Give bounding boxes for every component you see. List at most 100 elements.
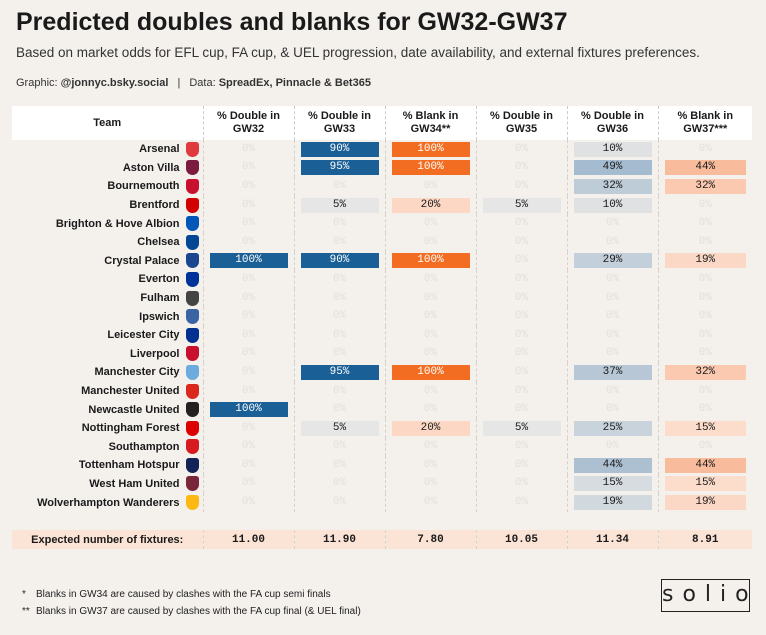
- blank-probability-mark: 0%: [698, 384, 712, 397]
- blank-probability-mark: 0%: [423, 347, 438, 360]
- value-cell: 0%: [657, 214, 752, 233]
- footer-row: Expected number of fixtures: 11.00 11.90…: [12, 530, 752, 550]
- double-probability-mark: 0%: [241, 347, 256, 360]
- value-cell: 15%: [566, 474, 658, 494]
- team-crest-icon: [185, 346, 199, 362]
- value-cell: 0%: [384, 344, 476, 364]
- table-row: Southampton 0% 0% 0% 0% 0% 0%: [12, 437, 752, 457]
- double-probability-mark: 0%: [605, 403, 620, 416]
- double-probability-mark: 0%: [241, 328, 256, 341]
- double-probability-mark: 0%: [332, 179, 347, 192]
- team-name: Ipswich: [139, 310, 180, 323]
- value-cell: 44%: [566, 456, 658, 475]
- table-row: Nottingham Forest 0% 5% 20% 5% 25% 15%: [12, 418, 752, 438]
- blank-probability-mark: 0%: [698, 440, 712, 453]
- double-probability-mark: 0%: [241, 217, 256, 230]
- team-name: Arsenal: [139, 143, 180, 156]
- value-cell: 0%: [384, 437, 476, 457]
- value-cell: 0%: [293, 474, 385, 494]
- double-probability-mark: 0%: [332, 458, 347, 471]
- team-name: Manchester United: [81, 385, 180, 398]
- table-row: Brighton & Hove Albion 0% 0% 0% 0% 0% 0%: [12, 214, 752, 233]
- double-probability-mark: 100%: [209, 253, 288, 269]
- team-crest-icon: [185, 364, 199, 380]
- team-name: Wolverhampton Wanderers: [37, 496, 180, 509]
- value-cell: 0%: [475, 140, 567, 159]
- spacer-row: [12, 512, 752, 531]
- value-cell: 20%: [384, 195, 476, 215]
- value-cell: 0%: [657, 400, 752, 419]
- team-crest-icon: [185, 234, 199, 250]
- col-header-b34: % Blank in GW34**: [384, 106, 476, 140]
- value-cell: 0%: [202, 456, 294, 475]
- value-cell: 0%: [384, 381, 476, 401]
- value-cell: 0%: [293, 307, 385, 326]
- value-cell: 15%: [657, 474, 752, 494]
- value-cell: 0%: [202, 177, 294, 196]
- team-crest-icon: [185, 476, 199, 492]
- double-probability-mark: 0%: [332, 235, 347, 248]
- value-cell: 0%: [293, 493, 385, 512]
- value-cell: 0%: [202, 493, 294, 512]
- blank-probability-mark: 0%: [423, 179, 438, 192]
- value-cell: 95%: [293, 363, 385, 382]
- value-cell: 0%: [475, 158, 567, 178]
- col-header-d32: % Double in GW32: [202, 106, 294, 140]
- value-cell: 100%: [384, 158, 476, 178]
- double-probability-mark: 0%: [241, 421, 256, 434]
- value-cell: 49%: [566, 158, 658, 178]
- team-cell: Newcastle United: [12, 400, 203, 419]
- team-crest-icon: [185, 197, 199, 213]
- double-probability-mark: 25%: [573, 420, 652, 436]
- blank-probability-mark: 0%: [423, 384, 438, 397]
- value-cell: 0%: [657, 288, 752, 308]
- team-crest-icon: [185, 216, 199, 232]
- team-name: Fulham: [140, 292, 180, 305]
- value-cell: 0%: [475, 493, 567, 512]
- team-name: Liverpool: [129, 347, 180, 360]
- value-cell: 29%: [566, 251, 658, 271]
- double-probability-mark: 0%: [514, 254, 529, 267]
- value-cell: 0%: [202, 344, 294, 364]
- value-cell: 0%: [566, 400, 658, 419]
- blank-probability-mark: 20%: [391, 420, 470, 436]
- blank-probability-mark: 15%: [664, 476, 746, 492]
- value-cell: 0%: [475, 363, 567, 382]
- value-cell: 19%: [566, 493, 658, 512]
- team-crest-icon: [185, 309, 199, 325]
- value-cell: 0%: [384, 474, 476, 494]
- double-probability-mark: 90%: [300, 141, 379, 157]
- team-name: Tottenham Hotspur: [78, 459, 180, 472]
- blank-probability-mark: 100%: [391, 364, 470, 380]
- graphic-handle: @jonnyc.bsky.social: [60, 77, 169, 89]
- table-row: West Ham United 0% 0% 0% 0% 15% 15%: [12, 474, 752, 494]
- double-probability-mark: 0%: [332, 328, 347, 341]
- value-cell: 0%: [202, 140, 294, 159]
- value-cell: 0%: [202, 474, 294, 494]
- value-cell: 0%: [566, 325, 658, 345]
- blank-probability-mark: 0%: [698, 328, 712, 341]
- blank-probability-mark: 0%: [698, 403, 712, 416]
- value-cell: 0%: [384, 493, 476, 512]
- value-cell: 0%: [384, 177, 476, 196]
- team-name: Bournemouth: [107, 180, 180, 193]
- footer-value: 7.80: [384, 530, 476, 550]
- blank-probability-mark: 0%: [698, 198, 712, 211]
- value-cell: 0%: [657, 437, 752, 457]
- value-cell: 32%: [657, 177, 752, 196]
- table-row: Manchester United 0% 0% 0% 0% 0% 0%: [12, 381, 752, 401]
- chart-subtitle: Based on market odds for EFL cup, FA cup…: [16, 45, 700, 60]
- double-probability-mark: 0%: [241, 161, 256, 174]
- team-cell: Manchester City: [12, 363, 203, 382]
- value-cell: 0%: [566, 437, 658, 457]
- double-probability-mark: 32%: [573, 178, 652, 194]
- table-row: Leicester City 0% 0% 0% 0% 0% 0%: [12, 325, 752, 345]
- value-cell: 0%: [293, 400, 385, 419]
- value-cell: 19%: [657, 493, 752, 512]
- value-cell: 5%: [475, 418, 567, 438]
- value-cell: 0%: [475, 270, 567, 289]
- team-name: Newcastle United: [88, 403, 180, 416]
- double-probability-mark: 0%: [332, 477, 347, 490]
- value-cell: 0%: [202, 158, 294, 178]
- value-cell: 0%: [202, 288, 294, 308]
